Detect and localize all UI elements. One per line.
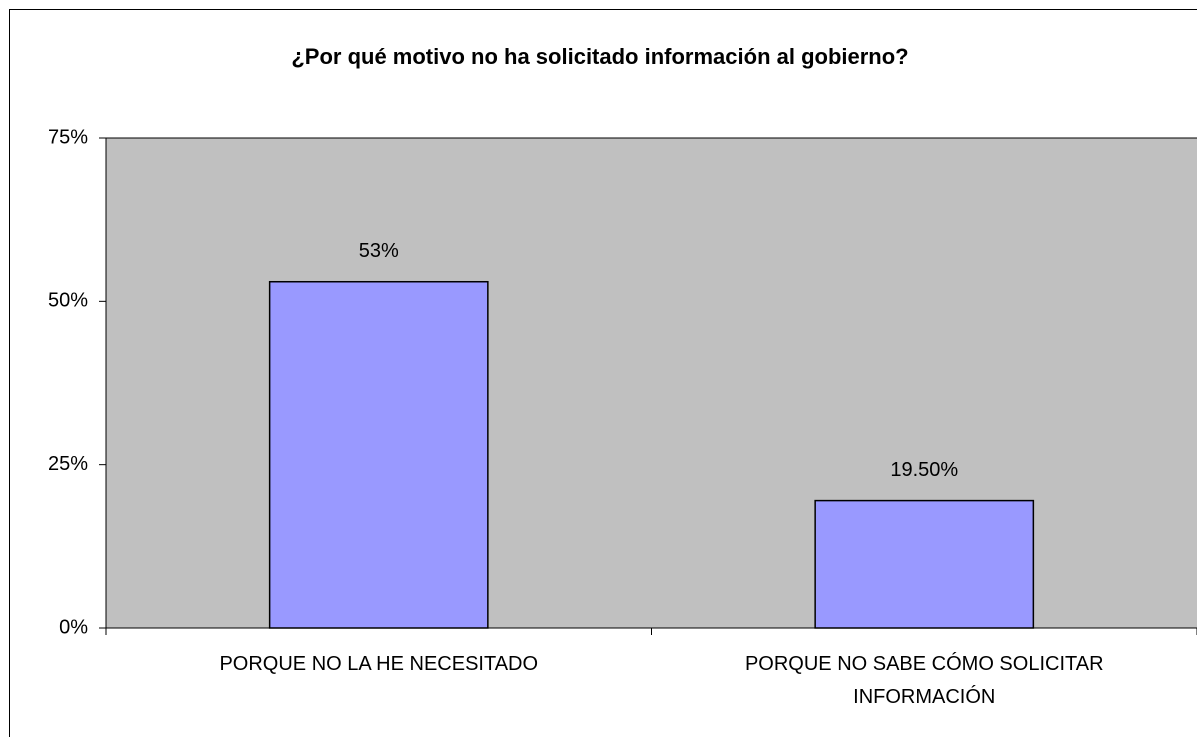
bar [814,499,1035,629]
chart-title: ¿Por qué motivo no ha solicitado informa… [291,44,908,69]
x-tick-label: PORQUE NO SABE CÓMO SOLICITAR INFORMACIÓ… [744,653,1104,708]
y-tick-label: 75% [48,126,88,148]
y-tick-label: 25% [48,453,88,475]
y-tick-label: 50% [48,290,88,312]
y-tick-label: 0% [59,616,88,638]
data-label: 19.50% [890,459,958,481]
x-tick-label: PORQUE NO LA HE NECESITADO [219,653,539,675]
data-label: 53% [359,240,399,262]
bar [268,280,489,629]
